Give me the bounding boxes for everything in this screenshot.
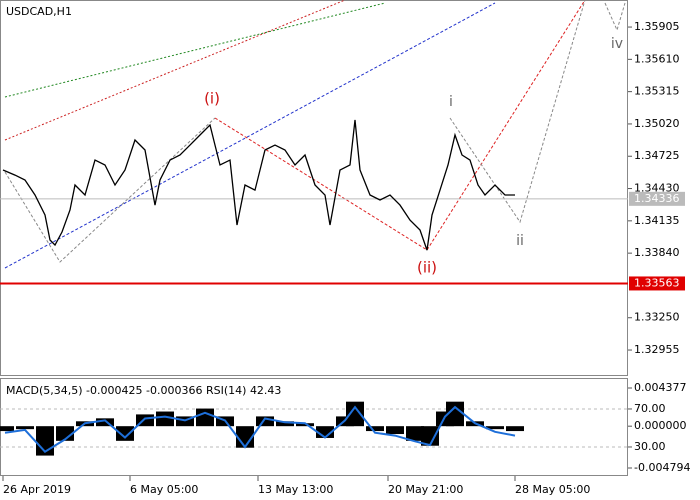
macd-bar xyxy=(386,426,404,435)
macd-bar xyxy=(276,421,294,427)
wave-label: (ii) xyxy=(417,259,437,277)
y-tick-label: 1.34725 xyxy=(634,149,680,162)
y-tick-label: 1.35020 xyxy=(634,117,680,130)
x-tick-label: 13 May 13:00 xyxy=(258,483,333,496)
macd-bar xyxy=(486,426,504,430)
y-tick-label: 1.35610 xyxy=(634,52,680,65)
y-tick-label: 1.34430 xyxy=(634,182,680,195)
support-label-box xyxy=(629,276,685,291)
gray-projection-line xyxy=(449,0,586,224)
macd-bar xyxy=(56,426,74,441)
macd-bar xyxy=(16,426,34,430)
macd-bar xyxy=(156,411,174,427)
macd-bar xyxy=(256,416,274,427)
macd-bar xyxy=(196,408,214,427)
macd-bar xyxy=(296,423,314,427)
macd-bar xyxy=(446,401,464,427)
trendlines xyxy=(4,0,626,269)
y-tick-label: 0.000000 xyxy=(634,419,687,432)
wave-label: iv xyxy=(611,36,623,52)
main-pane-border xyxy=(0,0,628,376)
chart-title: USDCAD,H1 xyxy=(6,5,72,18)
x-tick-label: 20 May 21:00 xyxy=(388,483,463,496)
y-tick-label: 1.33840 xyxy=(634,246,680,259)
wave-label: ii xyxy=(516,233,524,249)
y-tick-label: 0.004377 xyxy=(634,381,687,394)
y-tick-label: 1.32955 xyxy=(634,343,680,356)
y-tick-label: 1.35315 xyxy=(634,85,680,98)
macd-bar xyxy=(96,418,114,427)
x-tick-label: 6 May 05:00 xyxy=(130,483,198,496)
price-line xyxy=(2,119,515,251)
wave-label: (i) xyxy=(204,90,220,108)
y-tick-label: 70.00 xyxy=(634,402,666,415)
wave-label: i xyxy=(449,94,453,110)
macd-bar xyxy=(506,426,524,432)
red-trend-line xyxy=(4,0,346,141)
green-trend-line xyxy=(4,2,386,98)
y-tick-label: 30.00 xyxy=(634,440,666,453)
gray-wave-line xyxy=(4,117,216,263)
x-tick-label: 28 May 05:00 xyxy=(515,483,590,496)
macd-value: -0.000425 xyxy=(86,384,142,397)
red-wave-line xyxy=(214,0,586,251)
rsi-value: 42.43 xyxy=(250,384,282,397)
blue-channel-line xyxy=(4,2,496,269)
macd-bar xyxy=(421,426,439,446)
macd-bar xyxy=(116,426,134,441)
macd-bar xyxy=(366,426,384,432)
y-tick-label: 1.33250 xyxy=(634,311,680,324)
current-price-box xyxy=(629,191,685,206)
current-price-label: 1.34336 xyxy=(634,192,680,205)
macd-bar xyxy=(316,426,334,438)
y-tick-label: -0.004794 xyxy=(634,461,690,474)
macd-bar xyxy=(0,426,14,432)
support-label: 1.33563 xyxy=(634,276,680,289)
macd-bar xyxy=(136,414,154,427)
y-tick-label: 1.34135 xyxy=(634,214,680,227)
macd-bar xyxy=(346,401,364,427)
indicator-name: MACD(5,34,5) xyxy=(6,384,83,397)
y-tick-label: 1.35905 xyxy=(634,20,680,33)
rsi-name: RSI(14) xyxy=(206,384,246,397)
indicator-legend: MACD(5,34,5) -0.000425 -0.000366 RSI(14)… xyxy=(6,384,281,397)
macd-bar xyxy=(406,426,424,441)
rsi-line xyxy=(4,405,516,453)
x-tick-label: 26 Apr 2019 xyxy=(3,483,71,496)
signal-value: -0.000366 xyxy=(146,384,202,397)
